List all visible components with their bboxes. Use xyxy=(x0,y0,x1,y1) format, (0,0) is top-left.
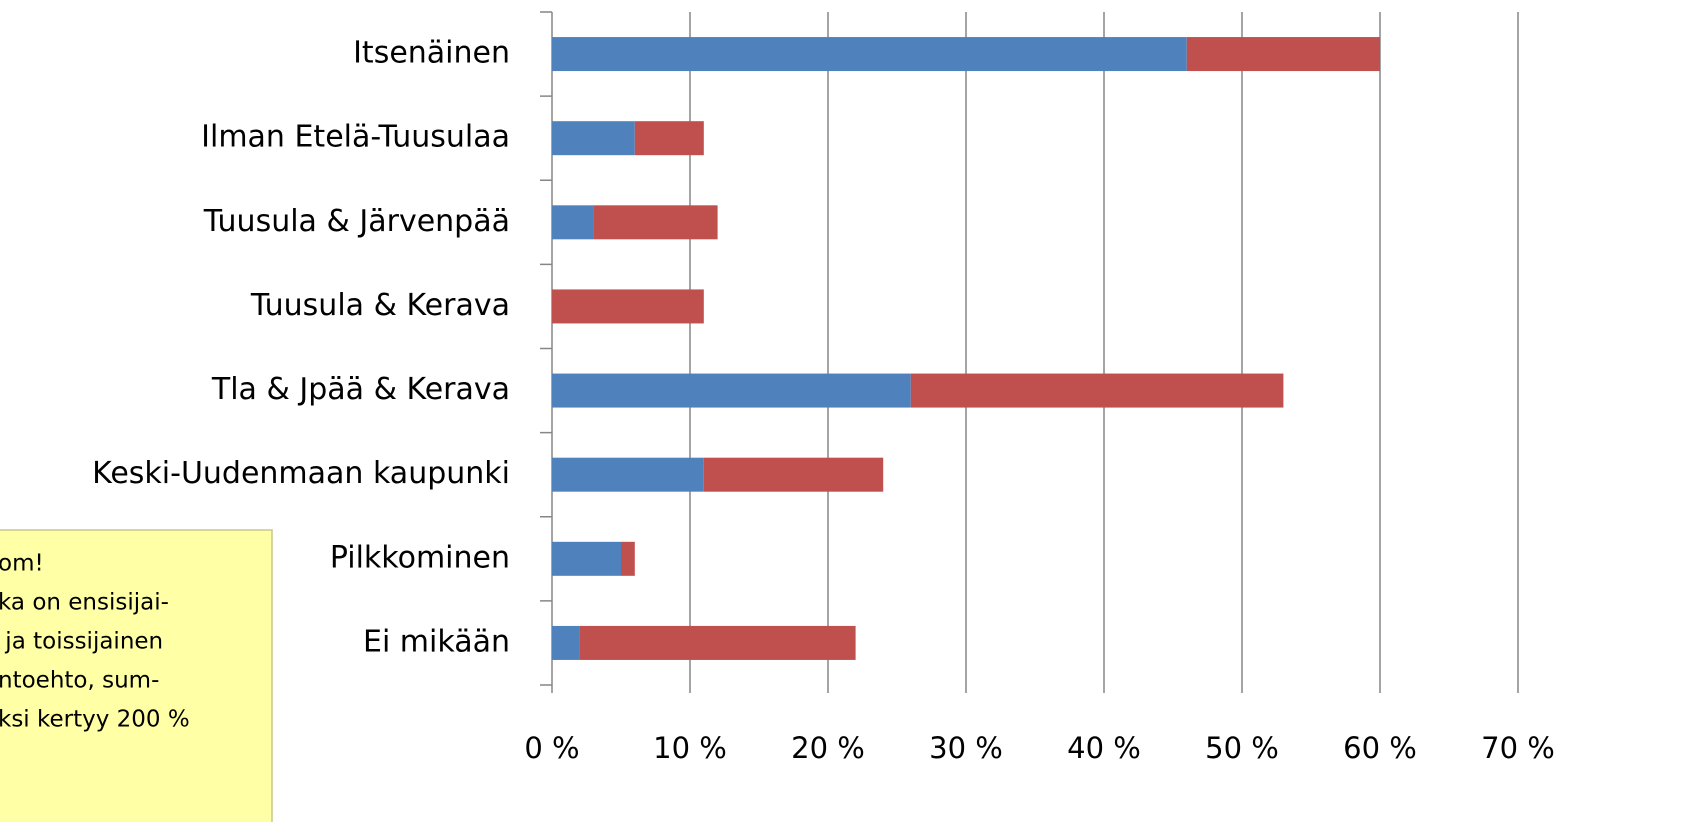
bar-segment xyxy=(593,205,718,240)
bar-segment xyxy=(910,373,1284,408)
x-tick-label: 30 % xyxy=(929,731,1003,765)
category-label: Tuusula & Kerava xyxy=(250,288,510,323)
bar-segment xyxy=(621,541,635,576)
bar-segment xyxy=(703,457,884,492)
bar-segment xyxy=(552,373,911,408)
category-label: Tuusula & Järvenpää xyxy=(203,204,510,239)
bar-segment xyxy=(579,625,856,660)
bar-segment xyxy=(552,205,594,240)
category-label: Ei mikään xyxy=(363,624,510,659)
bar-segment xyxy=(552,289,704,324)
x-tick-label: 60 % xyxy=(1343,731,1417,765)
x-tick-label: 50 % xyxy=(1205,731,1279,765)
category-label: Tla & Jpää & Kerava xyxy=(211,372,510,407)
bar-segment xyxy=(552,625,580,660)
note-line: ka on ensisijai- xyxy=(0,590,169,616)
category-label: Ilman Etelä-Tuusulaa xyxy=(201,120,510,155)
note-line: ksi kertyy 200 % xyxy=(0,707,190,733)
bar-segment xyxy=(552,541,621,576)
x-tick-label: 0 % xyxy=(524,731,579,765)
note-box xyxy=(0,529,273,822)
x-tick-label: 10 % xyxy=(653,731,727,765)
bar-segment xyxy=(552,457,704,492)
category-label: Keski-Uudenmaan kaupunki xyxy=(92,456,510,491)
note-line: ja toissijainen xyxy=(0,629,163,655)
x-tick-label: 70 % xyxy=(1481,731,1555,765)
x-tick-label: 20 % xyxy=(791,731,865,765)
bar-segment xyxy=(552,121,635,156)
bar-segment xyxy=(1186,37,1380,72)
bar-segment xyxy=(634,121,704,156)
note-line: om! xyxy=(0,551,44,577)
note-line: ntoehto, sum- xyxy=(0,668,159,694)
category-label: Itsenäinen xyxy=(353,36,510,71)
category-label: Pilkkominen xyxy=(330,540,510,575)
bar-segment xyxy=(552,37,1187,72)
x-tick-label: 40 % xyxy=(1067,731,1141,765)
